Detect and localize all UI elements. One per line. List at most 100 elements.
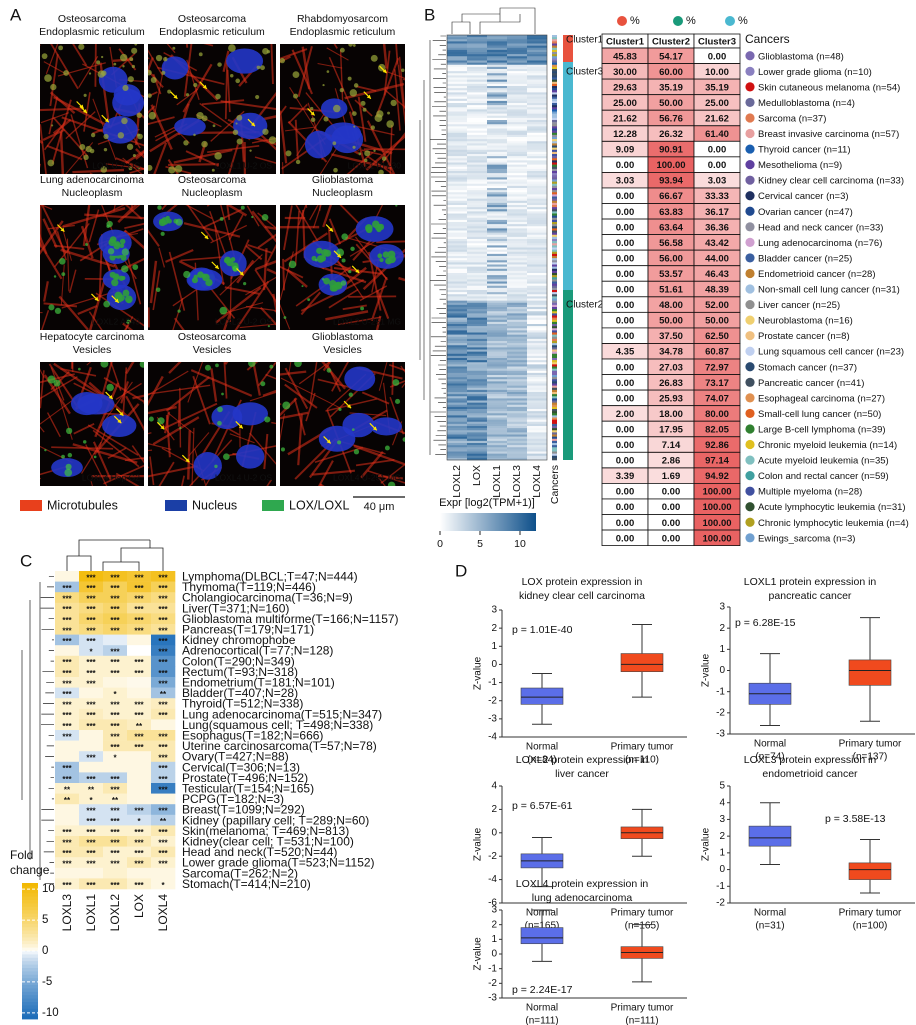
cancer-dot (745, 408, 755, 419)
heatmap-cell (487, 268, 507, 272)
heatmap-cell (467, 287, 487, 291)
significance: *** (86, 849, 96, 858)
heatmap-cell (527, 192, 547, 195)
heatmap-cell (467, 196, 487, 199)
signal (51, 124, 54, 127)
fiber (42, 128, 65, 141)
heatmap-cell (447, 217, 467, 221)
fiber (40, 310, 50, 330)
fiber (174, 317, 185, 330)
heatmap-cell (527, 122, 547, 125)
cancer-strip-cell (552, 436, 557, 440)
signal (256, 65, 261, 70)
colorbar-segment (22, 961, 38, 965)
cancer-strip-cell (552, 128, 557, 131)
heatmap-cell (487, 262, 507, 265)
arrow-head (355, 268, 360, 273)
significance: *** (110, 648, 120, 657)
heatmap-cell (507, 264, 527, 267)
significance: *** (110, 775, 120, 784)
heatmap-cell (527, 120, 547, 123)
heatmap-cell (507, 124, 527, 127)
arrow-head (347, 404, 352, 409)
signal (61, 272, 66, 277)
heatmap-cell (79, 581, 104, 593)
heatmap-cell (79, 825, 104, 837)
row-label: Glioblastoma multiforme(T=166;N=1157) (182, 612, 399, 626)
heatmap-cell (507, 143, 527, 146)
heatmap-cell (467, 413, 487, 416)
x-tick-label: Normal (526, 1003, 558, 1014)
heatmap-cell (467, 338, 487, 342)
row-label: Thymoma(T=119;N=446) (182, 580, 316, 594)
fiber (288, 103, 308, 124)
heatmap-cell (55, 751, 80, 763)
signal (122, 289, 130, 297)
fiber (245, 276, 276, 296)
signal (339, 87, 344, 93)
colorbar-segment (22, 995, 38, 999)
table-value: 35.19 (705, 82, 729, 93)
fiber (355, 458, 395, 467)
heatmap-cell (467, 411, 487, 414)
significance: * (161, 881, 165, 890)
heatmap-cell (467, 213, 487, 216)
image-title: Endoplasmic reticulum (159, 26, 265, 38)
heatmap-cell (151, 751, 176, 763)
image-content (148, 362, 276, 486)
table-value: 56.76 (659, 113, 683, 124)
heatmap-cell (447, 228, 467, 231)
signal (132, 264, 139, 270)
heatmap-cell (487, 296, 507, 299)
fiber (367, 470, 405, 484)
significance: *** (86, 807, 96, 816)
heatmap-cell (487, 71, 507, 74)
heatmap-cell (467, 96, 487, 100)
heatmap-cell (487, 349, 507, 352)
signal (248, 362, 256, 368)
table-value: 90.91 (659, 145, 683, 156)
heatmap-cell (527, 385, 547, 389)
signal (267, 325, 270, 328)
cancer-strip-cell (552, 385, 557, 389)
significance: *** (86, 754, 96, 763)
heatmap-cell (467, 77, 487, 80)
y-tick-label: 2 (719, 623, 725, 634)
cancer-strip-cell (552, 423, 557, 427)
heatmap-cell (467, 115, 487, 119)
signal (323, 116, 329, 122)
table-value: 100.00 (656, 160, 685, 171)
colorbar-segment (22, 998, 38, 1003)
signal (150, 76, 157, 83)
y-tick-label: 1 (491, 934, 497, 945)
heatmap-cell (55, 581, 80, 593)
heatmap-cell (507, 445, 527, 448)
heatmap-cell (527, 230, 547, 233)
y-tick-label: -3 (488, 993, 497, 1004)
heatmap-cell (467, 236, 487, 240)
heatmap-cell (527, 160, 547, 163)
heatmap-cell (507, 190, 527, 193)
heatmap-cell (487, 281, 507, 284)
heatmap-cell (527, 313, 547, 316)
signal (349, 89, 358, 97)
significance: *** (86, 828, 96, 837)
fiber (129, 167, 144, 174)
significance: *** (110, 732, 120, 741)
heatmap-cell (507, 438, 527, 442)
fiber (293, 398, 306, 436)
signal (337, 440, 342, 445)
heatmap-cell (527, 139, 547, 142)
fiber (395, 44, 399, 65)
signal (378, 169, 384, 174)
significance: *** (158, 732, 168, 741)
heatmap-cell (467, 158, 487, 161)
cancer-strip-cell (552, 260, 557, 263)
heatmap-cell (467, 145, 487, 148)
fiber (381, 132, 405, 164)
row-label: Lymphoma(DLBCL;T=47;N=444) (182, 569, 358, 583)
significance: *** (134, 584, 144, 593)
heatmap-cell (79, 708, 104, 720)
cancer-label: Multiple myeloma (n=28) (758, 487, 862, 498)
heatmap-cell (447, 430, 467, 433)
